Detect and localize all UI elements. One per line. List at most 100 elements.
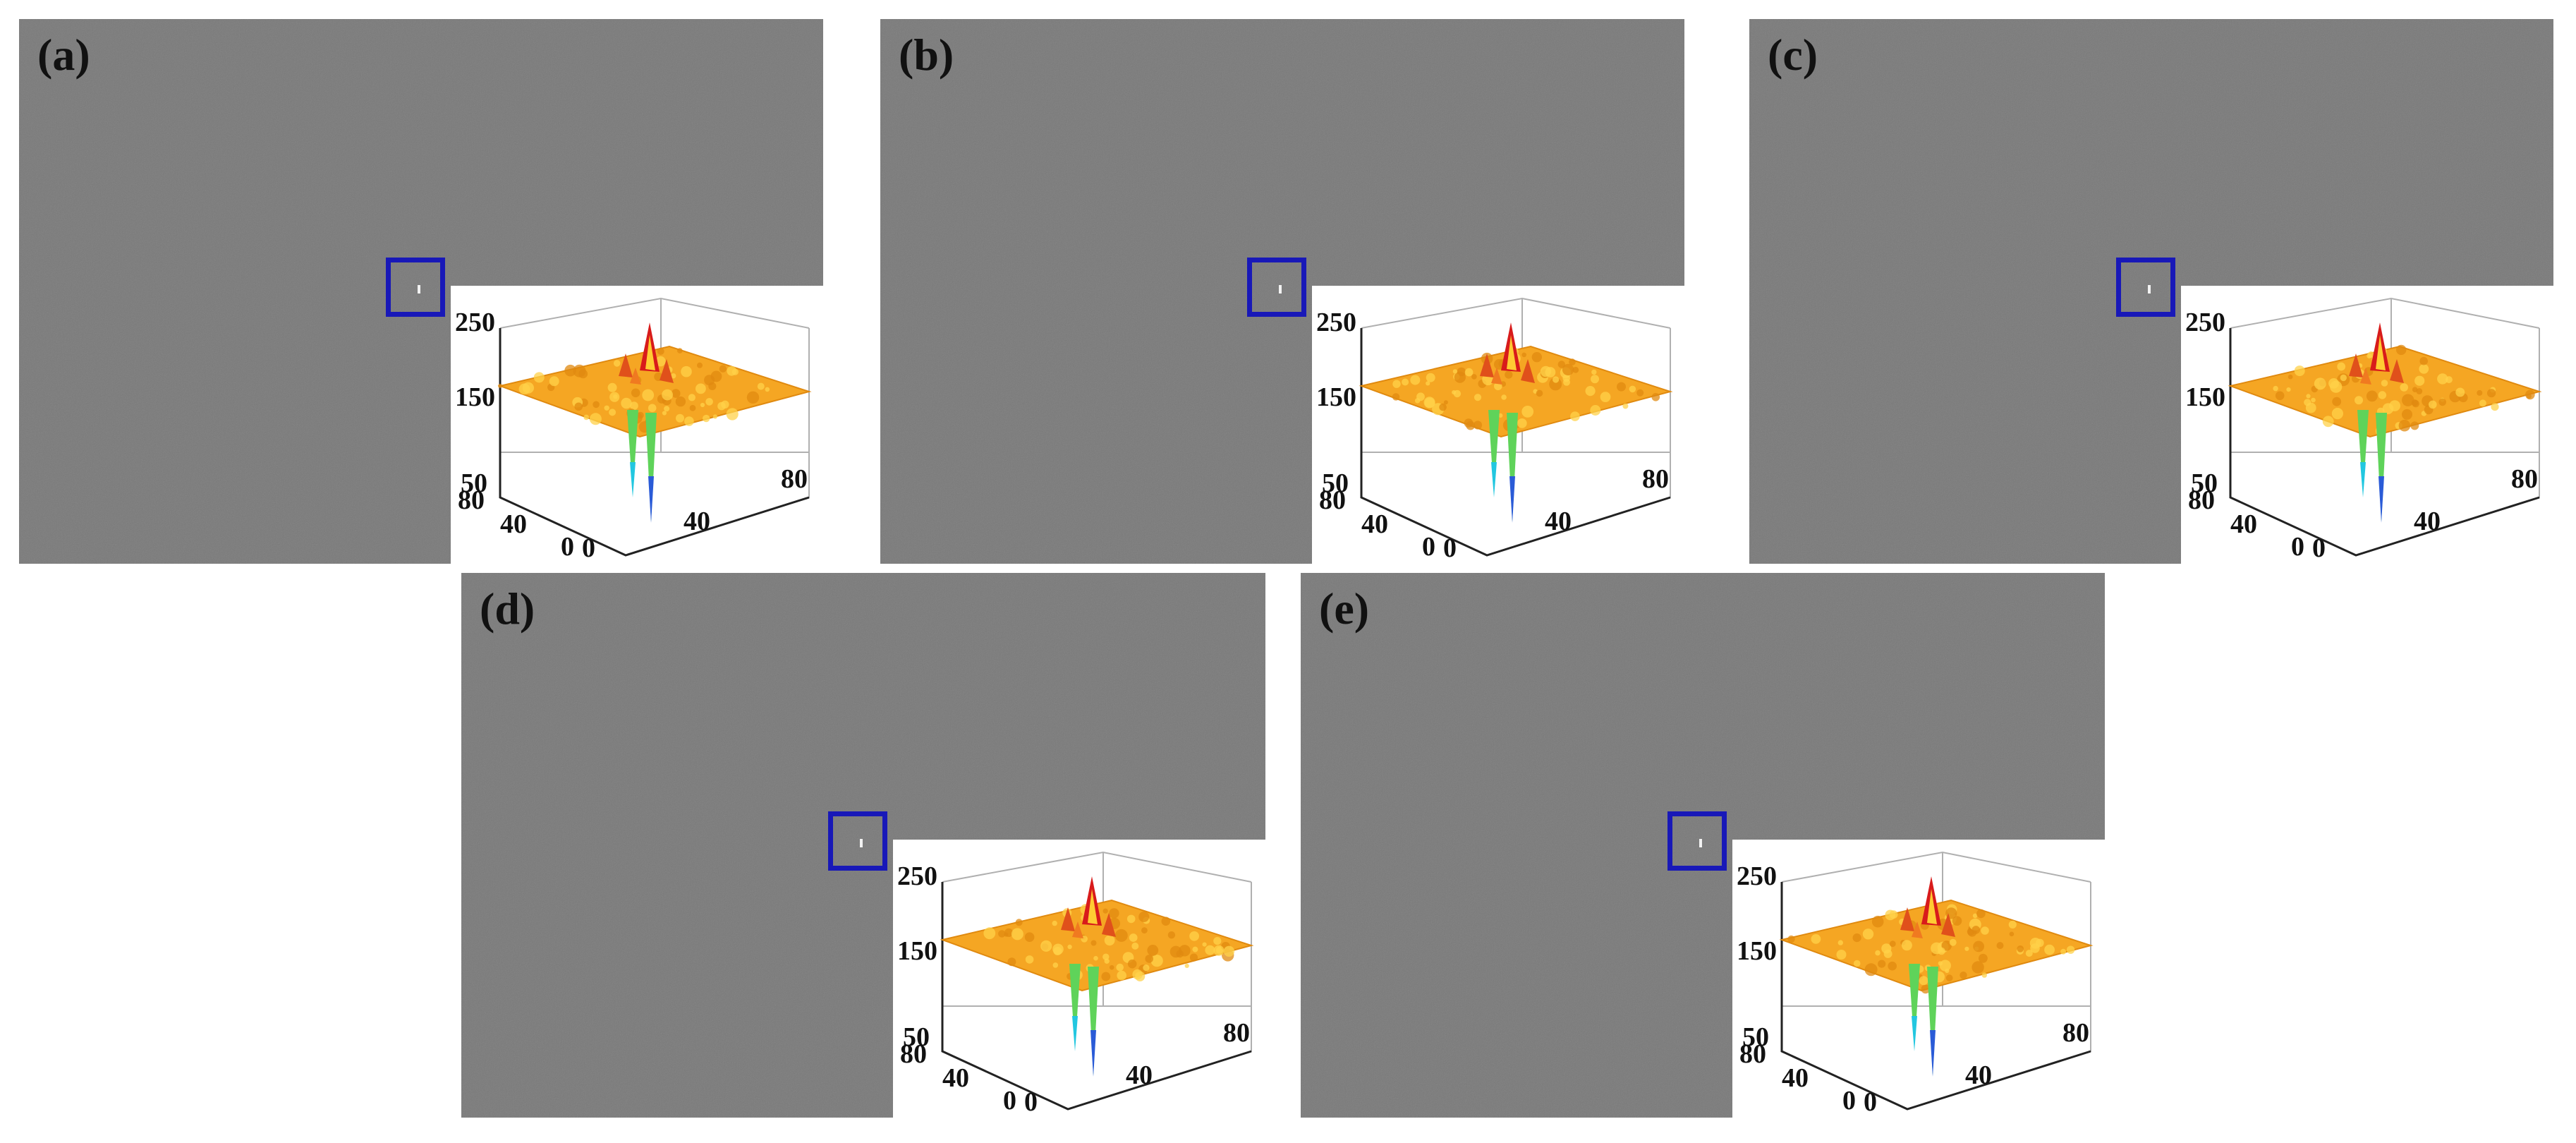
z-tick-label: 50 bbox=[1742, 1022, 1769, 1052]
y-tick-label: 40 bbox=[2230, 509, 2257, 539]
x-tick-label: 0 bbox=[1864, 1087, 1877, 1117]
target-dot bbox=[860, 839, 863, 847]
y-tick-label: 80 bbox=[2188, 485, 2215, 515]
panel-label: (e) bbox=[1319, 583, 1370, 634]
surface bbox=[940, 899, 1254, 992]
surface-dips bbox=[1488, 410, 1518, 523]
x-tick-label: 80 bbox=[2511, 464, 2538, 494]
y-tick-label: 40 bbox=[500, 509, 527, 539]
panel-label: (c) bbox=[1768, 30, 1818, 80]
y-tick-label: 40 bbox=[1782, 1063, 1809, 1093]
surface bbox=[2228, 344, 2542, 438]
y-tick-label: 0 bbox=[1422, 532, 1435, 562]
surface-peaks bbox=[619, 322, 674, 385]
surface-inset: 250 150 50 80 40 0 0 40 80 bbox=[2181, 286, 2553, 564]
roi-box bbox=[1667, 811, 1727, 871]
z-tick-label: 250 bbox=[1737, 861, 1777, 891]
y-tick-label: 40 bbox=[942, 1063, 969, 1093]
y-tick-label: 80 bbox=[458, 485, 485, 515]
z-tick-label: 250 bbox=[897, 861, 937, 891]
z-tick-label: 250 bbox=[2185, 308, 2225, 337]
z-tick-label: 150 bbox=[2185, 382, 2225, 412]
surface-dips bbox=[627, 410, 657, 523]
surface bbox=[1779, 899, 2094, 994]
z-tick-label: 150 bbox=[1737, 936, 1777, 966]
surface-dips bbox=[2357, 410, 2387, 523]
surface-peaks bbox=[1061, 876, 1116, 938]
surface-inset: 250 150 50 80 40 0 0 40 80 bbox=[451, 286, 823, 564]
z-tick-label: 150 bbox=[1316, 382, 1356, 412]
panel-b: (b) 250 150 50 80 40 0 0 40 80 bbox=[880, 19, 1684, 564]
surface-peaks bbox=[2349, 322, 2404, 385]
z-tick-label: 50 bbox=[903, 1022, 930, 1052]
z-tick-label: 50 bbox=[1322, 468, 1349, 498]
target-dot bbox=[1279, 285, 1282, 294]
roi-box bbox=[2116, 258, 2175, 317]
axes-base bbox=[941, 882, 1252, 1111]
panel-c: (c) 250 150 50 80 40 0 0 40 80 bbox=[1749, 19, 2553, 564]
x-tick-label: 80 bbox=[1223, 1018, 1250, 1048]
panel-a: (a) 250 150 50 80 40 0 0 40 80 bbox=[19, 19, 823, 564]
roi-box bbox=[828, 811, 887, 871]
x-tick-label: 40 bbox=[684, 507, 710, 536]
surface-dips bbox=[1909, 964, 1938, 1077]
x-tick-label: 40 bbox=[1965, 1060, 1992, 1090]
panel-d: (d) 250 150 50 80 40 0 0 40 80 bbox=[461, 573, 1265, 1118]
surface-peaks bbox=[1900, 876, 1955, 938]
panel-label: (b) bbox=[899, 30, 954, 80]
z-tick-label: 150 bbox=[455, 382, 495, 412]
target-dot bbox=[418, 285, 420, 294]
panel-label: (a) bbox=[37, 30, 90, 80]
z-tick-label: 250 bbox=[455, 308, 495, 337]
surface-dips bbox=[1069, 964, 1099, 1077]
y-tick-label: 0 bbox=[561, 532, 574, 562]
target-dot bbox=[2148, 285, 2151, 294]
x-tick-label: 40 bbox=[1545, 507, 1572, 536]
x-tick-label: 40 bbox=[2414, 507, 2441, 536]
surface-inset: 250 150 50 80 40 0 0 40 80 bbox=[1732, 840, 2105, 1118]
roi-box bbox=[1247, 258, 1306, 317]
axes-base bbox=[2229, 328, 2540, 557]
x-tick-label: 0 bbox=[2312, 533, 2326, 563]
y-tick-label: 0 bbox=[2291, 532, 2304, 562]
y-tick-label: 80 bbox=[1319, 485, 1346, 515]
z-tick-label: 250 bbox=[1316, 308, 1356, 337]
y-tick-label: 80 bbox=[1739, 1039, 1766, 1069]
y-tick-label: 0 bbox=[1003, 1086, 1016, 1115]
surface-inset: 250 150 50 80 40 0 0 40 80 bbox=[1312, 286, 1684, 564]
x-tick-label: 80 bbox=[2062, 1018, 2089, 1048]
surface-inset: 250 150 50 80 40 0 0 40 80 bbox=[893, 840, 1265, 1118]
z-tick-label: 150 bbox=[897, 936, 937, 966]
surface-peaks bbox=[1480, 322, 1535, 385]
axes-base bbox=[1360, 328, 1671, 557]
z-tick-label: 50 bbox=[461, 468, 487, 498]
y-tick-label: 80 bbox=[900, 1039, 927, 1069]
x-tick-label: 80 bbox=[1642, 464, 1669, 494]
y-tick-label: 0 bbox=[1842, 1086, 1856, 1115]
roi-box bbox=[386, 258, 445, 317]
panel-label: (d) bbox=[480, 583, 535, 634]
y-tick-label: 40 bbox=[1361, 509, 1388, 539]
x-tick-label: 0 bbox=[1443, 533, 1457, 563]
axes-base bbox=[499, 328, 810, 557]
x-tick-label: 0 bbox=[1024, 1087, 1038, 1117]
noise-image bbox=[880, 19, 1684, 564]
z-tick-label: 50 bbox=[2191, 468, 2218, 498]
x-tick-label: 80 bbox=[781, 464, 808, 494]
surface bbox=[497, 345, 812, 438]
axes-base bbox=[1780, 882, 2091, 1111]
x-tick-label: 0 bbox=[582, 533, 595, 563]
x-tick-label: 40 bbox=[1126, 1060, 1153, 1090]
target-dot bbox=[1699, 839, 1702, 847]
panel-e: (e) 250 150 50 80 40 0 0 40 80 bbox=[1301, 573, 2105, 1118]
